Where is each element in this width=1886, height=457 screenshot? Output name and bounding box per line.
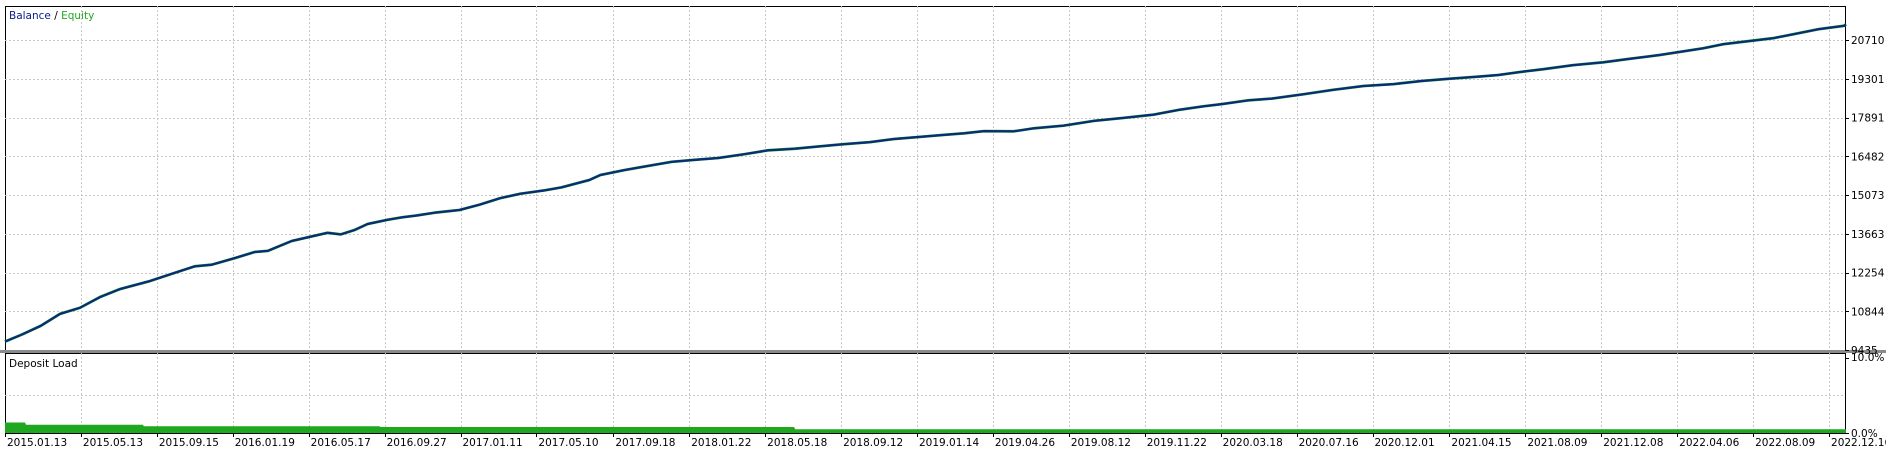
x-tick-label: 2020.12.01 [1375, 437, 1435, 449]
legend-entry: / [51, 10, 58, 22]
x-tick-label: 2022.04.06 [1679, 437, 1739, 449]
y-tick-label: 17891 [1851, 113, 1884, 125]
x-tick-label: 2015.01.13 [7, 437, 67, 449]
x-tick-label: 2018.09.12 [843, 437, 903, 449]
x-tick-label: 2017.05.10 [538, 437, 598, 449]
x-tick-label: 2016.09.27 [387, 437, 447, 449]
x-tick-label: 2022.08.09 [1755, 437, 1815, 449]
y-tick-label: 9435 [1851, 345, 1878, 357]
x-tick-label: 2022.12.16 [1831, 437, 1886, 449]
x-tick-label: 2019.08.12 [1071, 437, 1131, 449]
x-tick-label: 2015.09.15 [159, 437, 219, 449]
y-tick-label: 0.0% [1851, 428, 1878, 440]
legend-entry: Equity [58, 10, 95, 22]
x-tick-label: 2019.11.22 [1147, 437, 1207, 449]
x-tick-label: 2021.08.09 [1527, 437, 1587, 449]
x-tick-label: 2018.05.18 [767, 437, 827, 449]
legend-entry: Balance [9, 10, 51, 22]
deposit-load-area [5, 422, 1846, 433]
deposit-load-title: Deposit Load [9, 358, 78, 370]
y-tick-label: 19301 [1851, 74, 1884, 86]
balance-pane-frame [5, 6, 1846, 351]
x-tick-label: 2018.01.22 [691, 437, 751, 449]
x-tick-label: 2016.05.17 [311, 437, 371, 449]
balance-line [4, 23, 1847, 343]
x-tick-label: 2021.12.08 [1603, 437, 1663, 449]
x-tick-label: 2019.04.26 [995, 437, 1055, 449]
x-tick-label: 2019.01.14 [919, 437, 979, 449]
x-tick-label: 2016.01.19 [235, 437, 295, 449]
x-tick-label: 2021.04.15 [1451, 437, 1511, 449]
x-tick-label: 2020.03.18 [1223, 437, 1283, 449]
y-tick-label: 10.0% [1851, 352, 1884, 364]
y-tick-label: 20710 [1851, 35, 1884, 47]
y-tick-label: 12254 [1851, 268, 1885, 280]
y-tick-label: 16482 [1851, 151, 1884, 163]
x-tick-label: 2020.07.16 [1299, 437, 1359, 449]
y-tick-label: 13663 [1851, 229, 1884, 241]
deposit-load-pane-frame [5, 353, 1846, 434]
y-tick-label: 15073 [1851, 190, 1884, 202]
x-tick-label: 2017.09.18 [615, 437, 675, 449]
x-tick-label: 2017.01.11 [463, 437, 523, 449]
x-tick-label: 2015.05.13 [83, 437, 143, 449]
balance-equity-legend: Balance / Equity [9, 10, 94, 22]
y-tick-label: 10844 [1851, 306, 1885, 318]
